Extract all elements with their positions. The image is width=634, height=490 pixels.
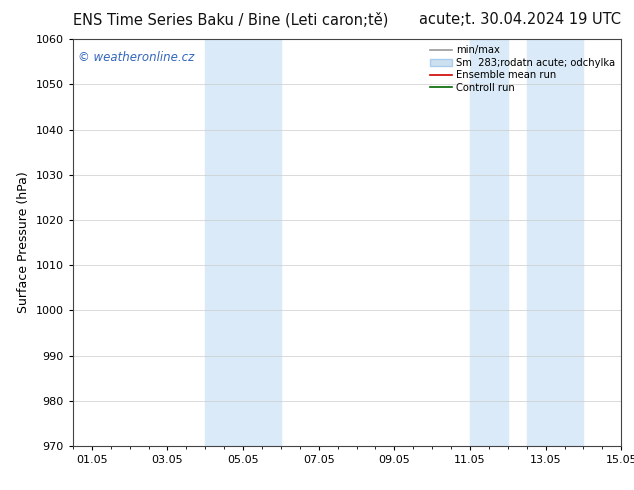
Text: acute;t. 30.04.2024 19 UTC: acute;t. 30.04.2024 19 UTC <box>419 12 621 27</box>
Y-axis label: Surface Pressure (hPa): Surface Pressure (hPa) <box>17 172 30 314</box>
Text: ENS Time Series Baku / Bine (Leti caron;tě): ENS Time Series Baku / Bine (Leti caron;… <box>73 12 388 28</box>
Bar <box>527 39 583 446</box>
Text: © weatheronline.cz: © weatheronline.cz <box>79 51 195 64</box>
Bar <box>470 39 508 446</box>
Bar <box>205 39 281 446</box>
Legend: min/max, Sm  283;rodatn acute; odchylka, Ensemble mean run, Controll run: min/max, Sm 283;rodatn acute; odchylka, … <box>426 41 619 97</box>
